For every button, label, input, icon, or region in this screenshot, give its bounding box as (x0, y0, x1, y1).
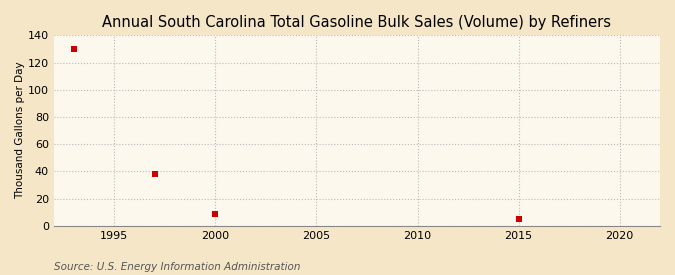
Title: Annual South Carolina Total Gasoline Bulk Sales (Volume) by Refiners: Annual South Carolina Total Gasoline Bul… (103, 15, 612, 30)
Text: Source: U.S. Energy Information Administration: Source: U.S. Energy Information Administ… (54, 262, 300, 272)
Point (149, 172, 160, 176)
Point (513, 217, 524, 221)
Point (210, 211, 221, 216)
Y-axis label: Thousand Gallons per Day: Thousand Gallons per Day (15, 62, 25, 199)
Point (69, 47, 80, 51)
